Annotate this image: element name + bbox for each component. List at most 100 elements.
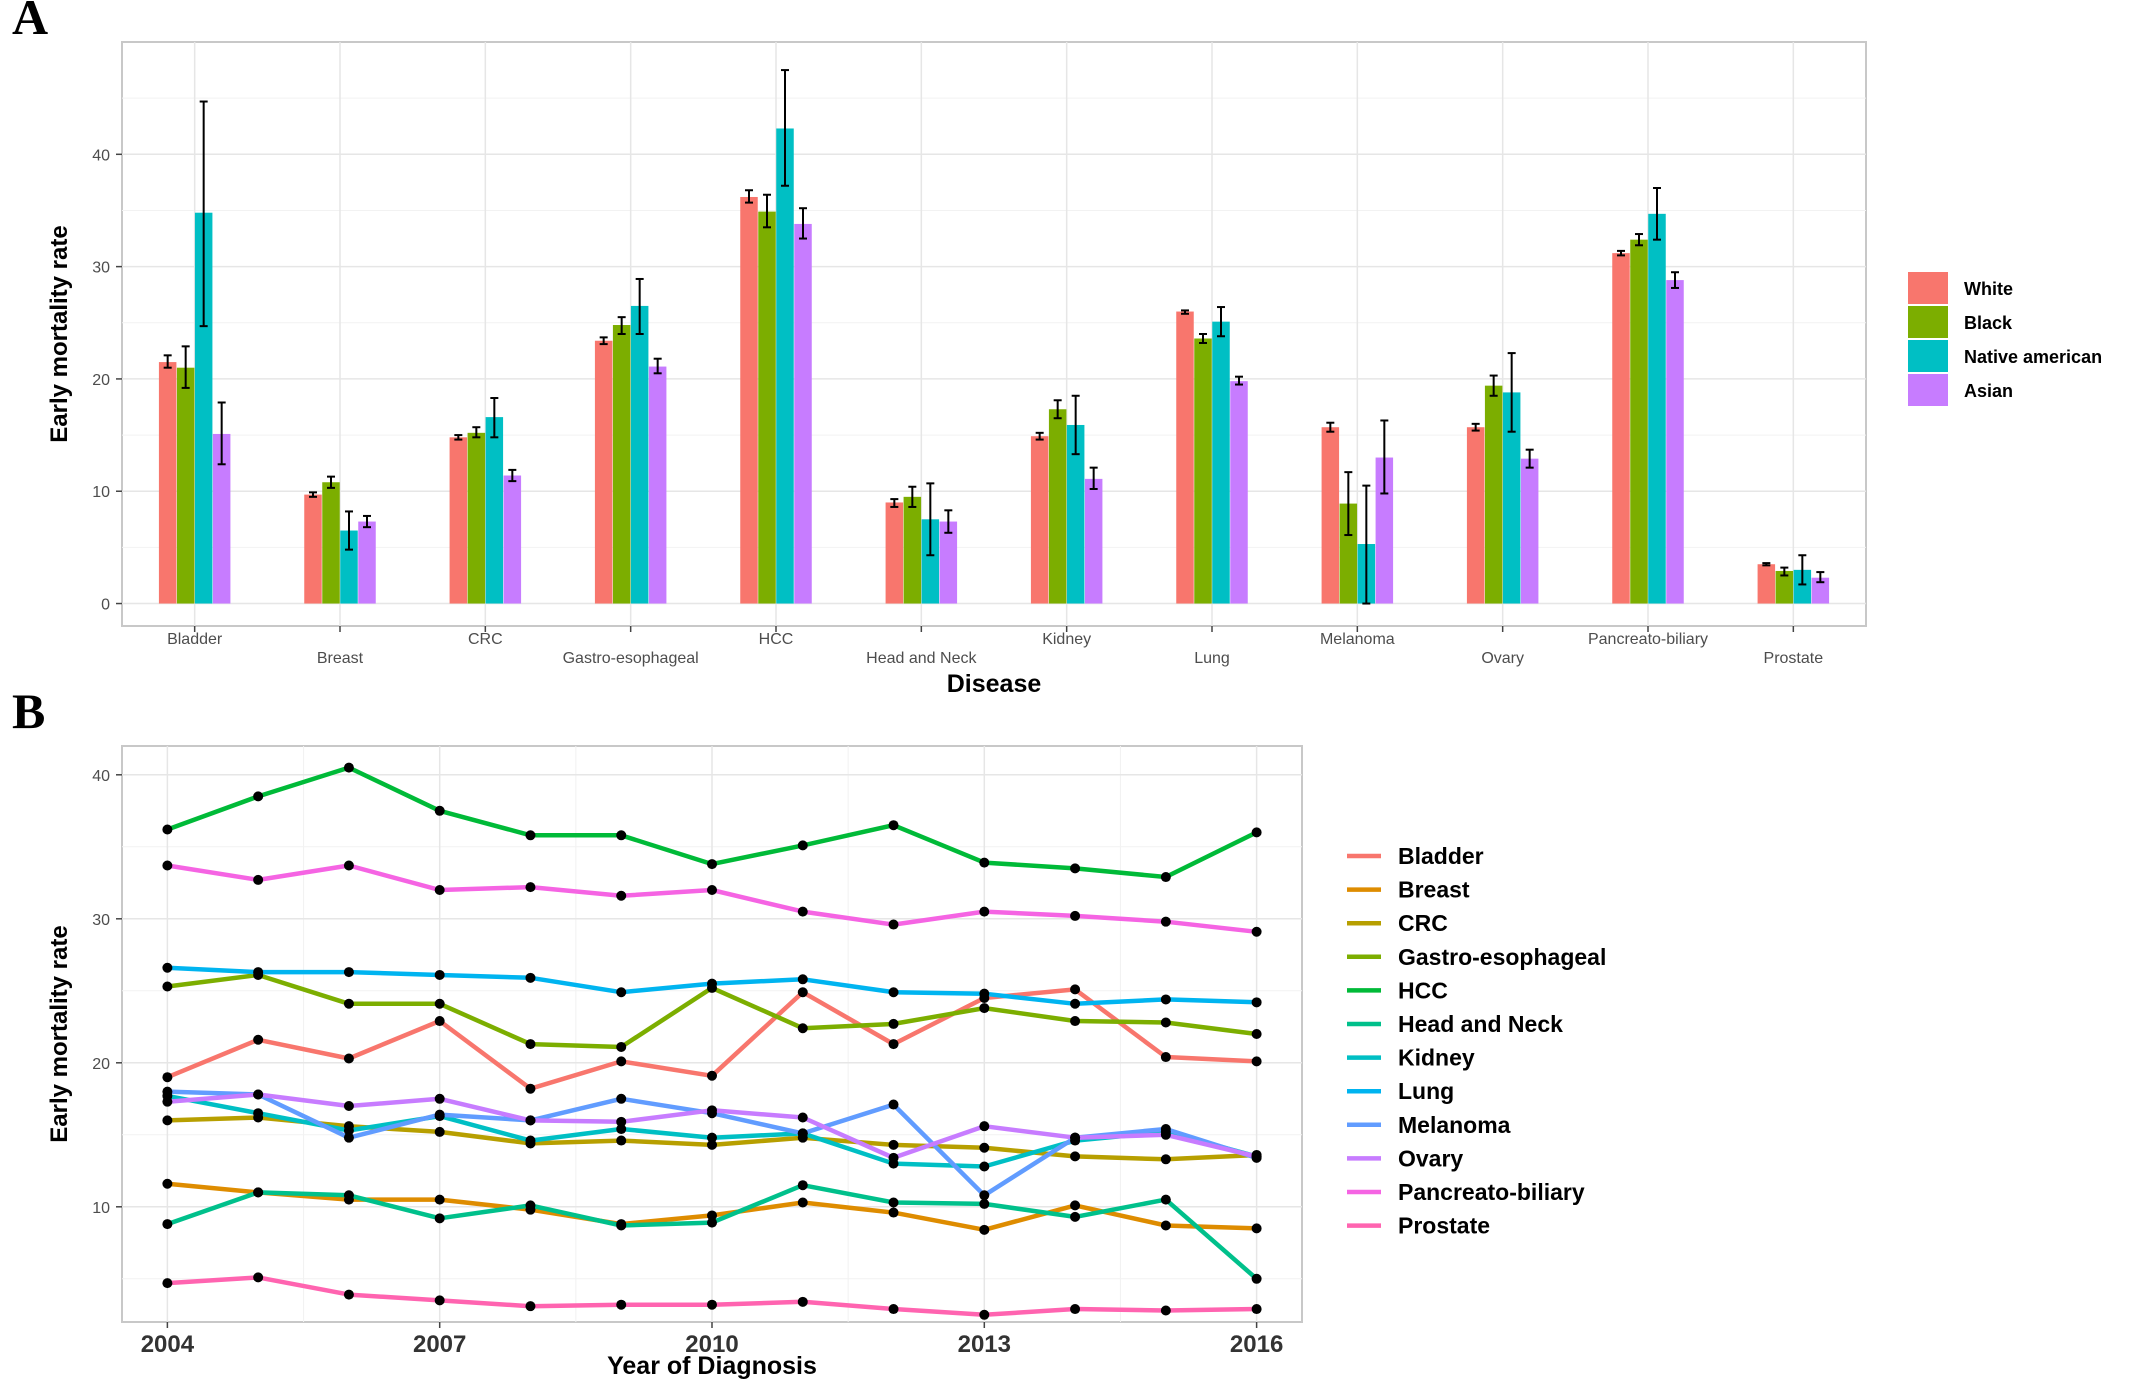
point-lung-2010: [707, 978, 717, 989]
point-melanoma-2013: [979, 1190, 990, 1201]
bar-gastro-esophageal-black: [612, 325, 631, 604]
legend-label-white: White: [1964, 279, 2013, 299]
point-ovary-2004: [162, 1096, 173, 1107]
point-head-and-neck-2008: [525, 1200, 536, 1211]
point-ovary-2010: [707, 1105, 717, 1116]
legend-label-native-american: Native american: [1964, 347, 2102, 367]
y-tick-label: 40: [92, 768, 110, 785]
point-head-and-neck-2009: [616, 1220, 627, 1231]
y-tick-label: 0: [101, 597, 110, 614]
legend-label-kidney: Kidney: [1398, 1045, 1475, 1071]
bar-prostate-white: [1757, 564, 1776, 604]
point-kidney-2013: [979, 1161, 990, 1172]
legend-b: Bladder Breast CRC Gastro-esophageal HCC Head…: [1347, 843, 1606, 1239]
y-tick-label: 20: [92, 372, 110, 389]
bar-lung-black: [1194, 338, 1212, 604]
bar-bladder-white: [158, 362, 177, 604]
point-bladder-2010: [707, 1070, 717, 1081]
point-prostate-2004: [162, 1278, 173, 1289]
bar-hcc-black: [758, 211, 776, 604]
x-tick-label-lung: Lung: [1194, 650, 1230, 667]
point-kidney-2008: [525, 1135, 536, 1146]
point-gastro-esophageal-2009: [616, 1041, 627, 1052]
point-lung-2007: [434, 969, 445, 980]
x-tick-label: 2007: [413, 1331, 466, 1358]
x-axis-title: Year of Diagnosis: [607, 1352, 817, 1380]
point-hcc-2016: [1251, 827, 1262, 838]
point-crc-2013: [979, 1142, 990, 1153]
point-gastro-esophageal-2014: [1070, 1016, 1081, 1027]
point-lung-2012: [888, 987, 899, 998]
line-chart-early-mortality-by-year: 10 20 30 40 2004 2007 2010 2013 2016 Year of Diag…: [46, 745, 1606, 1380]
point-hcc-2011: [797, 840, 808, 851]
legend-label-bladder: Bladder: [1398, 843, 1484, 869]
legend-label-melanoma: Melanoma: [1398, 1112, 1511, 1138]
bar-chart-early-mortality-by-disease: 0 10 20 30 40 Bladder Breast CRC Gastro-esophage…: [46, 41, 2102, 698]
point-ovary-2015: [1160, 1129, 1171, 1140]
y-tick-label: 10: [92, 484, 110, 501]
point-lung-2005: [253, 967, 264, 978]
point-gastro-esophageal-2007: [434, 998, 445, 1009]
point-lung-2014: [1070, 998, 1081, 1009]
bar-head-and-neck-native-american: [921, 519, 940, 604]
point-bladder-2007: [434, 1016, 445, 1027]
point-bladder-2009: [616, 1056, 627, 1067]
y-axis-title: Early mortality rate: [46, 225, 73, 442]
y-tick-label: 10: [92, 1200, 110, 1217]
point-head-and-neck-2011: [797, 1180, 808, 1191]
point-hcc-2006: [343, 762, 354, 773]
bar-ovary-asian: [1520, 458, 1539, 604]
bar-lung-native-american: [1212, 321, 1230, 604]
point-pancreato-biliary-2015: [1160, 916, 1171, 927]
point-gastro-esophageal-2008: [525, 1039, 536, 1050]
point-lung-2011: [797, 974, 808, 985]
point-pancreato-biliary-2013: [979, 906, 990, 917]
point-melanoma-2004: [162, 1086, 173, 1097]
point-gastro-esophageal-2004: [162, 981, 173, 992]
point-lung-2008: [525, 972, 536, 983]
point-head-and-neck-2005: [253, 1187, 264, 1198]
bar-prostate-native-american: [1793, 569, 1812, 604]
point-pancreato-biliary-2008: [525, 882, 536, 893]
point-melanoma-2011: [797, 1128, 808, 1139]
x-tick-label-kidney: Kidney: [1042, 631, 1091, 648]
x-tick-label-pancreato-biliary: Pancreato-biliary: [1588, 631, 1708, 648]
point-head-and-neck-2013: [979, 1198, 990, 1209]
point-ovary-2007: [434, 1093, 445, 1104]
bar-pancreato-biliary-native-american: [1648, 213, 1666, 604]
legend-key-white: [1908, 272, 1948, 304]
point-pancreato-biliary-2010: [707, 885, 717, 895]
point-prostate-2013: [979, 1309, 990, 1320]
legend-a: White Black Native american Asian: [1908, 272, 2102, 406]
bar-head-and-neck-black: [903, 496, 922, 604]
x-tick-label-ovary: Ovary: [1481, 650, 1524, 667]
bar-kidney-native-american: [1066, 424, 1085, 604]
bar-gastro-esophageal-white: [594, 340, 613, 604]
point-kidney-2006: [343, 1125, 354, 1136]
point-crc-2009: [616, 1135, 627, 1146]
point-prostate-2011: [797, 1296, 808, 1307]
point-head-and-neck-2006: [343, 1190, 354, 1201]
point-prostate-2009: [616, 1299, 627, 1310]
point-breast-2015: [1160, 1220, 1171, 1231]
point-breast-2012: [888, 1207, 899, 1218]
point-lung-2006: [343, 967, 354, 978]
point-ovary-2006: [343, 1101, 354, 1111]
point-prostate-2015: [1160, 1305, 1171, 1316]
legend-label-prostate: Prostate: [1398, 1213, 1490, 1239]
bar-crc-black: [467, 432, 486, 604]
x-tick-label: 2013: [958, 1331, 1011, 1358]
legend-key-native-american: [1908, 340, 1948, 372]
point-bladder-2012: [888, 1039, 899, 1050]
bar-kidney-asian: [1084, 478, 1103, 604]
plot-panel-a: [121, 41, 1867, 627]
bar-pancreato-biliary-white: [1612, 253, 1630, 604]
x-tick-label: 2016: [1230, 1331, 1283, 1358]
bar-ovary-black: [1484, 385, 1503, 604]
legend-key-asian: [1908, 374, 1948, 406]
point-gastro-esophageal-2011: [797, 1023, 808, 1034]
point-gastro-esophageal-2006: [343, 998, 354, 1009]
point-hcc-2014: [1070, 863, 1081, 874]
point-breast-2016: [1251, 1223, 1262, 1234]
bar-ovary-native-american: [1502, 392, 1521, 604]
